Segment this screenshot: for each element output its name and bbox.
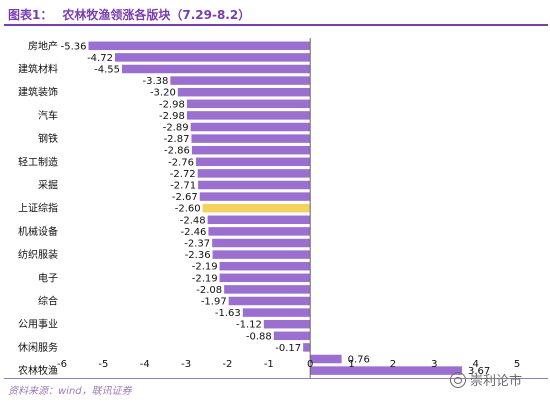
x-tick-label: 1 bbox=[348, 359, 354, 370]
data-label: -2.98 bbox=[159, 99, 185, 110]
data-label: -2.60 bbox=[175, 204, 201, 215]
wechat-icon bbox=[450, 371, 466, 388]
bar bbox=[121, 64, 311, 74]
bar bbox=[207, 215, 311, 225]
data-label: -2.86 bbox=[164, 146, 190, 157]
bar bbox=[310, 354, 342, 364]
category-label: 休闲服务 bbox=[18, 341, 58, 354]
bar bbox=[88, 41, 311, 51]
bar bbox=[273, 331, 311, 341]
data-label: -0.88 bbox=[246, 331, 272, 342]
bar bbox=[212, 238, 311, 248]
category-label: 钢铁 bbox=[38, 132, 58, 145]
bar bbox=[202, 203, 311, 213]
bar bbox=[114, 53, 311, 62]
data-label: -2.98 bbox=[159, 111, 185, 122]
bar bbox=[242, 308, 311, 317]
data-label: 3.67 bbox=[468, 366, 490, 377]
watermark-text: 崇利论市 bbox=[470, 374, 523, 389]
data-label: -2.48 bbox=[180, 215, 206, 226]
figure-label: 图表1： bbox=[8, 8, 53, 22]
category-label: 上证综指 bbox=[18, 202, 58, 215]
title-divider bbox=[4, 24, 548, 26]
data-label: -2.76 bbox=[168, 157, 194, 168]
data-label: 0.76 bbox=[348, 355, 370, 366]
bar bbox=[197, 169, 311, 178]
category-label: 综合 bbox=[38, 295, 58, 308]
category-label: 公用事业 bbox=[18, 318, 58, 331]
bar bbox=[310, 366, 462, 375]
data-label: -2.67 bbox=[172, 192, 198, 203]
data-label: -4.55 bbox=[94, 65, 120, 76]
category-label: 纺织服装 bbox=[18, 248, 58, 261]
data-label: -2.19 bbox=[192, 273, 218, 284]
data-label: -1.63 bbox=[215, 308, 241, 319]
category-label: 汽车 bbox=[38, 109, 58, 122]
data-label: -5.36 bbox=[61, 41, 87, 52]
bar bbox=[219, 273, 311, 283]
category-label: 房地产 bbox=[28, 39, 58, 52]
bar bbox=[224, 285, 311, 294]
bar bbox=[198, 180, 311, 190]
data-label: -2.46 bbox=[181, 227, 207, 238]
bar bbox=[212, 250, 311, 259]
data-label: -2.89 bbox=[163, 123, 189, 134]
category-label: 农林牧渔 bbox=[18, 364, 58, 377]
bar bbox=[219, 261, 311, 271]
bar bbox=[191, 145, 311, 155]
x-tick-label: 2 bbox=[390, 359, 396, 370]
bar bbox=[263, 319, 311, 329]
data-label: -4.72 bbox=[87, 53, 113, 64]
data-label: -3.20 bbox=[150, 88, 176, 99]
bar bbox=[199, 192, 311, 201]
category-label: 建筑材料 bbox=[18, 63, 58, 76]
x-tick-label: 4 bbox=[472, 359, 478, 370]
x-tick-label: -1 bbox=[264, 359, 274, 370]
data-label: -2.87 bbox=[164, 134, 190, 145]
bar bbox=[191, 134, 311, 143]
bar bbox=[190, 122, 311, 132]
bar bbox=[228, 296, 311, 306]
data-label: -2.19 bbox=[192, 262, 218, 273]
bar bbox=[170, 76, 311, 85]
footer-divider bbox=[4, 378, 548, 379]
category-label: 采掘 bbox=[38, 179, 58, 192]
bar bbox=[303, 343, 311, 352]
figure-title: 农林牧渔领涨各版块（7.29-8.2） bbox=[62, 8, 251, 22]
data-label: -3.38 bbox=[142, 76, 168, 87]
bar bbox=[186, 111, 311, 120]
data-label: -1.97 bbox=[201, 297, 227, 308]
bar bbox=[196, 157, 311, 167]
chart-title: 图表1： 农林牧渔领涨各版块（7.29-8.2） bbox=[8, 6, 250, 23]
bar bbox=[208, 227, 311, 236]
data-label: -2.71 bbox=[170, 181, 196, 192]
x-tick-label: -5 bbox=[98, 359, 108, 370]
x-tick-label: -4 bbox=[140, 359, 150, 370]
x-tick-label: 5 bbox=[514, 359, 520, 370]
x-tick-label: -3 bbox=[181, 359, 191, 370]
data-label: -2.36 bbox=[185, 250, 211, 261]
data-label: -0.17 bbox=[275, 343, 301, 354]
x-tick-label: -6 bbox=[57, 359, 67, 370]
source-note: 资料来源：wind，联讯证券 bbox=[8, 386, 132, 397]
data-label: -2.72 bbox=[170, 169, 196, 180]
data-label: -2.37 bbox=[184, 239, 210, 250]
x-tick-label: 3 bbox=[431, 359, 437, 370]
watermark: 崇利论市 bbox=[450, 370, 522, 389]
category-label: 建筑装饰 bbox=[18, 86, 58, 99]
category-label: 电子 bbox=[38, 271, 58, 284]
bar bbox=[177, 87, 311, 97]
data-label: -2.08 bbox=[196, 285, 222, 296]
category-label: 轻工制造 bbox=[18, 155, 58, 168]
bar bbox=[186, 99, 311, 109]
x-tick-label: -2 bbox=[222, 359, 232, 370]
x-tick-label: 0 bbox=[307, 359, 313, 370]
category-label: 机械设备 bbox=[18, 225, 58, 238]
data-label: -1.12 bbox=[236, 320, 262, 331]
